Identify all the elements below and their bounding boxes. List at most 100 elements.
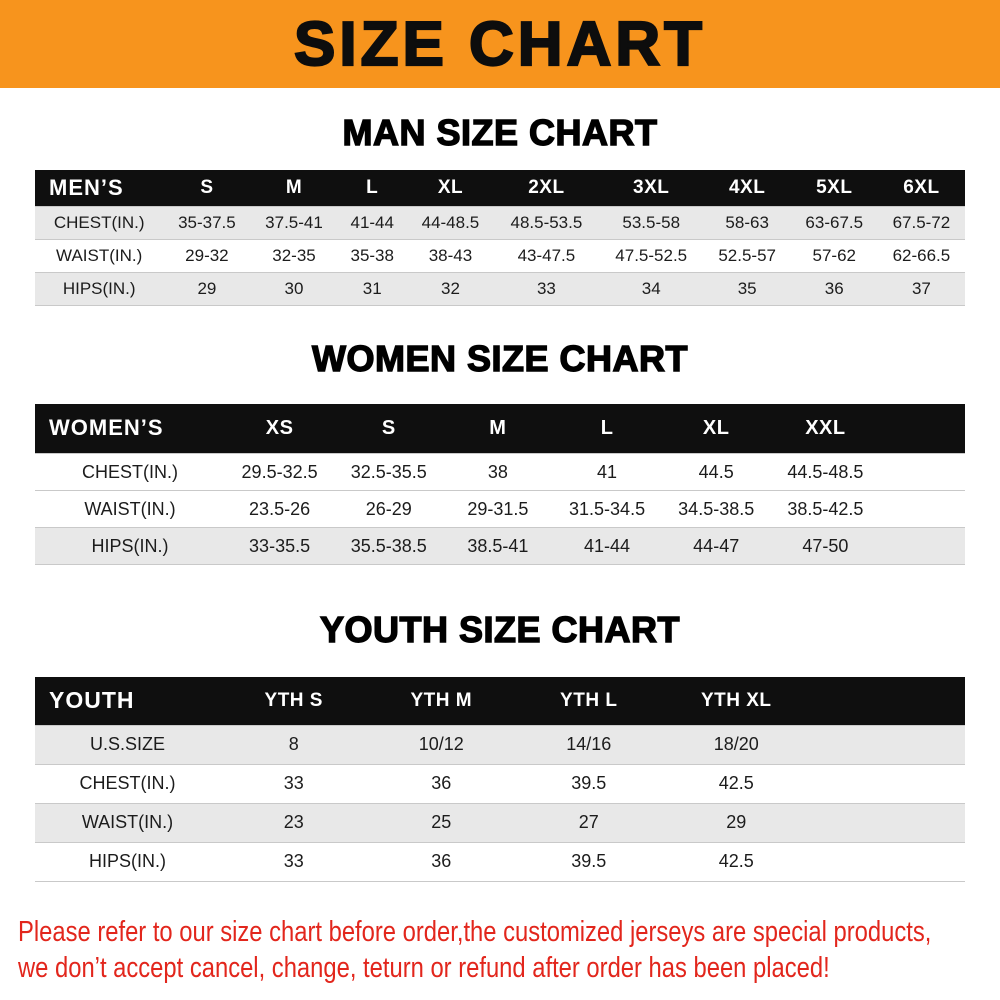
table-row: HIPS(IN.) 29 30 31 32 33 34 35 36 37 [35, 272, 965, 305]
table-row: WAIST(IN.) 23.5-26 26-29 29-31.5 31.5-34.5 34… [35, 490, 965, 528]
value-cell: 52.5-57 [718, 245, 776, 265]
value-cell: 39.5 [571, 851, 607, 871]
value-cell: 14/16 [566, 734, 612, 754]
value-cell: 41-44 [584, 535, 631, 556]
value-cell: 29-31.5 [467, 498, 529, 519]
value-cell: 36 [431, 773, 452, 793]
value-cell: 35.5-38.5 [350, 535, 427, 556]
row-label-cell: CHEST(IN.) [82, 461, 178, 482]
value-cell: 38 [487, 461, 508, 482]
value-cell: 23.5-26 [249, 498, 311, 519]
women-section-heading: WOMEN SIZE CHART [311, 337, 688, 379]
value-cell: 33 [283, 773, 304, 793]
row-filler-cell [810, 764, 965, 803]
size-column-header: 2XL [494, 170, 599, 206]
value-cell: 26-29 [365, 498, 412, 519]
header-filler-cell [880, 403, 965, 454]
notice-line-1: Please refer to our size chart before or… [18, 915, 932, 948]
value-cell: 47-50 [802, 535, 849, 556]
size-column-header: YTH XL [662, 677, 810, 725]
value-cell: 37.5-41 [265, 212, 323, 232]
size-column-header: L [337, 170, 407, 206]
value-cell: 32 [440, 278, 460, 298]
size-column-header: 6XL [877, 170, 965, 206]
table-row: CHEST(IN.) 29.5-32.5 32.5-35.5 38 41 44.5 44.5… [35, 453, 965, 491]
women-size-table: WOMEN’S XS S M L XL XXL CHEST(IN.) 29.5-32.5 32.5… [35, 403, 965, 566]
row-filler-cell [880, 491, 965, 528]
footer-notice: Please refer to our size chart before or… [0, 916, 1000, 985]
header-row: WOMEN’S XS S M L XL XXL [35, 403, 965, 454]
row-label-cell: U.S.SIZE [89, 734, 165, 754]
value-cell: 32.5-35.5 [350, 461, 427, 482]
youth-section-heading: YOUTH SIZE CHART [319, 608, 680, 650]
men-size-table: MEN’S S M L XL 2XL 3XL 4XL 5XL 6XL CHEST(IN.) 35-37… [35, 170, 965, 306]
size-column-header: YTH S [220, 677, 368, 725]
header-filler-cell [810, 677, 965, 725]
table-title-cell: MEN’S [35, 170, 164, 206]
women-size-section: WOMEN SIZE CHART WOMEN’S XS S M L XL XXL CHEST(… [0, 337, 1000, 566]
value-cell: 27 [578, 812, 599, 832]
row-label-cell: WAIST(IN.) [84, 498, 176, 519]
value-cell: 58-63 [725, 212, 769, 232]
value-cell: 35 [737, 278, 757, 298]
value-cell: 63-67.5 [805, 212, 864, 232]
youth-size-table: YOUTH YTH S YTH M YTH L YTH XL U.S.SIZE 8 10/12… [35, 677, 965, 882]
size-column-header: S [334, 403, 444, 454]
row-label-cell: CHEST(IN.) [79, 773, 176, 793]
value-cell: 32-35 [272, 245, 316, 265]
value-cell: 31.5-34.5 [569, 498, 646, 519]
value-cell: 42.5 [718, 851, 754, 871]
value-cell: 47.5-52.5 [615, 245, 688, 265]
value-cell: 33 [283, 851, 304, 871]
value-cell: 44.5 [698, 461, 734, 482]
value-cell: 43-47.5 [517, 245, 576, 265]
size-column-header: M [250, 170, 338, 206]
value-cell: 8 [288, 734, 299, 754]
size-column-header: L [552, 403, 662, 454]
size-column-header: 3XL [598, 170, 704, 206]
banner-title: SIZE CHART [293, 8, 706, 79]
value-cell: 44-47 [693, 535, 740, 556]
value-cell: 34 [641, 278, 661, 298]
value-cell: 23 [283, 812, 304, 832]
value-cell: 34.5-38.5 [678, 498, 755, 519]
value-cell: 41 [597, 461, 618, 482]
row-filler-cell [880, 454, 965, 491]
size-column-header: YTH M [367, 677, 515, 725]
table-row: HIPS(IN.) 33 36 39.5 42.5 [35, 842, 965, 881]
row-label-cell: CHEST(IN.) [53, 212, 145, 232]
men-section-heading: MAN SIZE CHART [342, 111, 658, 153]
row-filler-cell [880, 528, 965, 565]
row-label-cell: HIPS(IN.) [62, 278, 136, 298]
table-row: CHEST(IN.) 33 36 39.5 42.5 [35, 764, 965, 803]
value-cell: 38-43 [428, 245, 473, 265]
table-row: WAIST(IN.) 23 25 27 29 [35, 803, 965, 842]
table-row: CHEST(IN.) 35-37.5 37.5-41 41-44 44-48.5 48.5… [35, 206, 965, 239]
value-cell: 37 [911, 278, 931, 298]
value-cell: 33-35.5 [249, 535, 311, 556]
value-cell: 29-32 [185, 245, 229, 265]
table-title-cell: YOUTH [35, 677, 220, 725]
value-cell: 38.5-42.5 [787, 498, 864, 519]
row-filler-cell [810, 725, 965, 764]
value-cell: 36 [431, 851, 452, 871]
row-label-cell: HIPS(IN.) [88, 851, 166, 871]
row-label-cell: WAIST(IN.) [81, 812, 174, 832]
value-cell: 31 [362, 278, 382, 298]
value-cell: 18/20 [713, 734, 759, 754]
value-cell: 25 [431, 812, 452, 832]
men-size-section: MAN SIZE CHART MEN’S S M L XL 2XL 3XL 4XL 5XL 6XL… [0, 111, 1000, 306]
value-cell: 42.5 [718, 773, 754, 793]
value-cell: 44-48.5 [421, 212, 480, 232]
value-cell: 53.5-58 [622, 212, 681, 232]
value-cell: 62-66.5 [892, 245, 951, 265]
value-cell: 36 [824, 278, 844, 298]
youth-size-section: YOUTH SIZE CHART YOUTH YTH S YTH M YTH L YTH… [0, 608, 1000, 882]
value-cell: 33 [536, 278, 556, 298]
header-row: YOUTH YTH S YTH M YTH L YTH XL [35, 677, 965, 725]
header-row: MEN’S S M L XL 2XL 3XL 4XL 5XL 6XL [35, 170, 965, 206]
row-filler-cell [810, 842, 965, 881]
row-label-cell: HIPS(IN.) [91, 535, 169, 556]
value-cell: 29 [197, 278, 217, 298]
